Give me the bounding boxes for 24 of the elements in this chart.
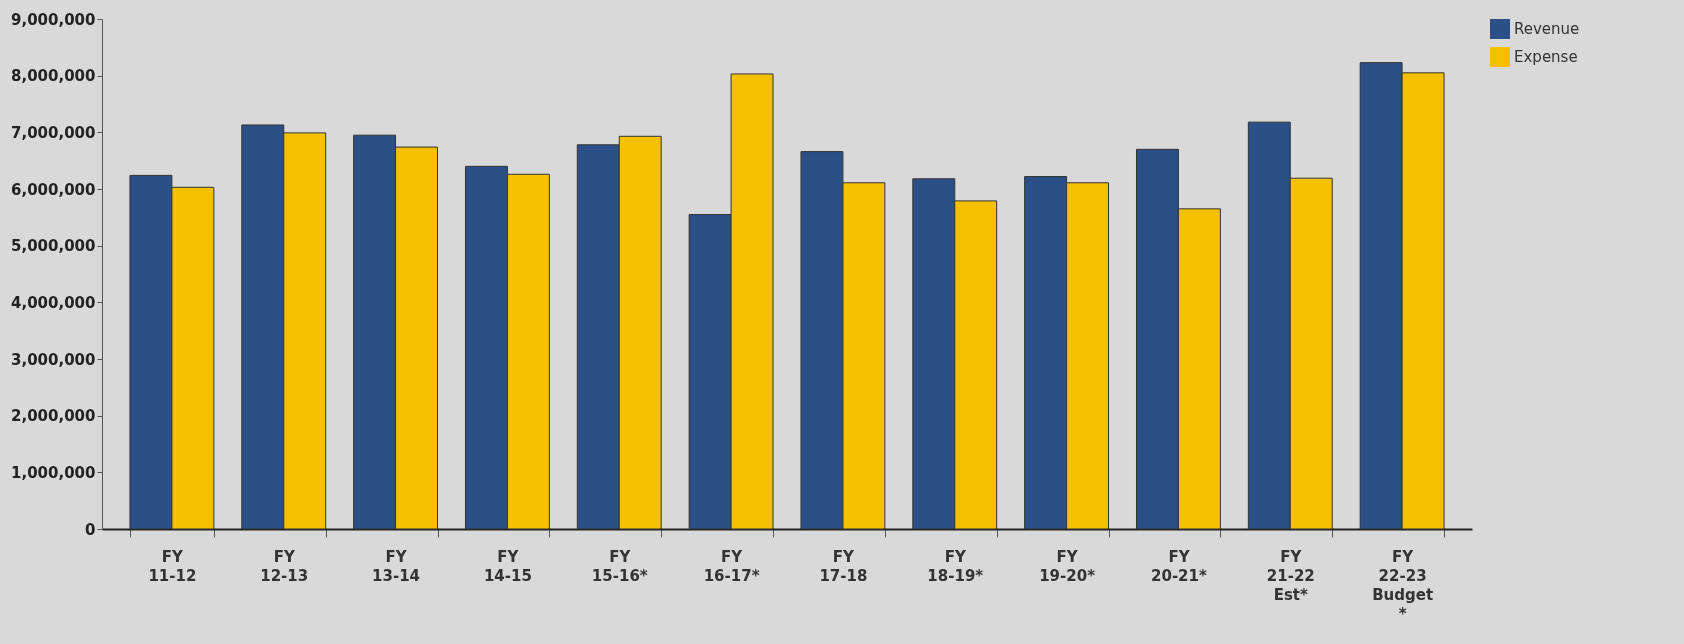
y-tick-label: 3,000,000 [11,350,96,369]
x-tick-label: FY 19-20* [1039,547,1096,585]
x-tick-label: FY 18-19* [927,547,984,585]
y-tick-label: 7,000,000 [11,123,96,142]
y-tick-label: 8,000,000 [11,67,96,86]
x-tick-label: FY 14-15 [483,547,532,585]
legend-label: Revenue [1514,20,1580,38]
y-tick-label: 9,000,000 [11,10,96,29]
x-tick-label: FY 15-16* [591,547,648,585]
y-tick-label: 0 [85,520,96,539]
y-tick-label: 5,000,000 [11,237,96,256]
y-tick-label: 2,000,000 [11,407,96,426]
x-tick-label: FY 20-21* [1151,547,1207,585]
legend-label: Expense [1514,48,1578,66]
x-tick-label: FY 11-12 [148,547,197,585]
y-tick-label: 4,000,000 [11,293,96,312]
x-tick-label: FY 16-17* [703,547,760,585]
x-tick-label: FY 17-18 [819,547,868,585]
y-tick-label: 6,000,000 [11,180,96,199]
x-tick-label: FY 21-22 Est* [1266,547,1315,604]
y-tick-label: 1,000,000 [11,463,96,482]
x-tick-label: FY 12-13 [260,547,309,585]
x-tick-label: FY 13-14 [372,547,421,585]
x-tick-label: FY 22-23 Budget * [1372,547,1434,623]
